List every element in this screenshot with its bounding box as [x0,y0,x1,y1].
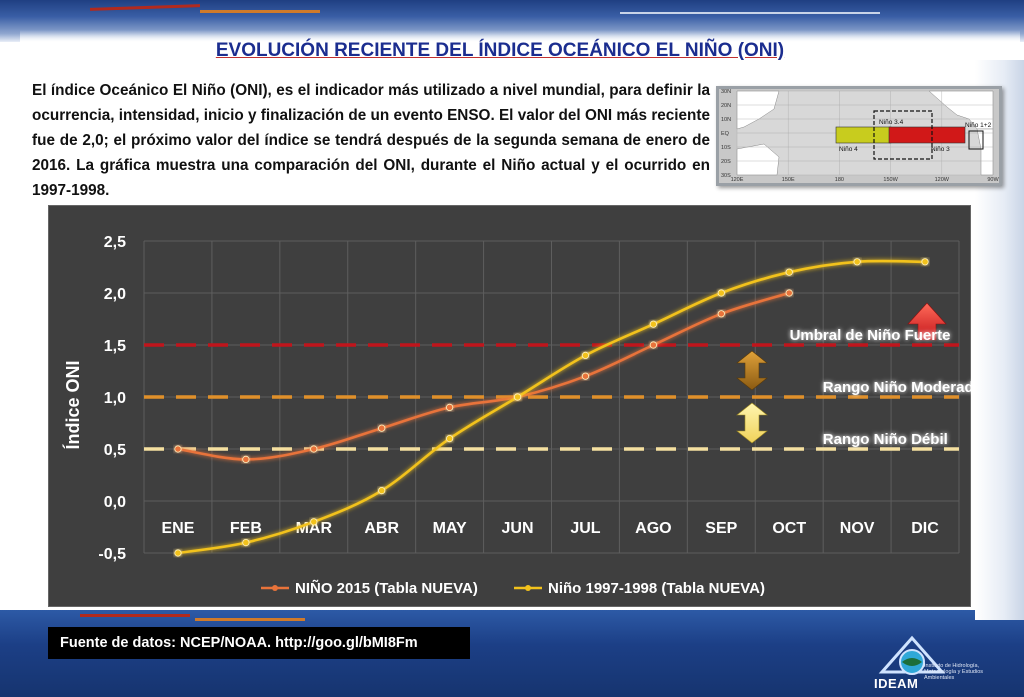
header-fade [20,30,1020,42]
map-lon-label: 90W [987,177,999,183]
data-point [242,538,250,547]
x-tick-label: OCT [772,520,806,537]
data-point [785,268,793,276]
oni-chart: 2,5 2,0 1,5 1,0 0,5 0,0 -0,5 ENE FEB MAR ABR MAY JU… [48,205,972,607]
footer-streak [195,618,305,621]
oni-chart-svg: 2,52,01,51,00,50,0-0,5 ENE FEB MAR ABR MAY JU… [62,234,972,597]
intro-paragraph: El índice Oceánico El Niño (ONI), es el … [32,82,710,199]
x-tick-label: NOV [840,520,875,537]
map-lon-label: 120E [731,177,744,183]
logo-wordmark: IDEAM [874,676,919,691]
data-point [174,445,182,453]
y-tick-label: -0,5 [98,546,126,563]
map-lon-labels: 120E 150E 180 150W 120W 90W [731,177,1000,183]
ideam-logo [878,635,946,675]
data-point [174,549,182,557]
footer-streak [80,614,190,617]
data-point [853,258,861,266]
legend-label: Niño 1997-1998 (Tabla NUEVA) [548,580,765,597]
x-tick-label: ABR [364,520,399,537]
nino12-label: Niño 1+2 [965,122,992,129]
weak-range-arrow [736,402,768,444]
map-lon-label: 180 [835,177,844,183]
map-lat-label: 10N [721,117,731,123]
header-band [0,0,1024,42]
data-point [446,403,454,411]
header-streak [620,12,880,14]
nino3-label: Niño 3 [931,146,950,153]
data-point [310,445,318,453]
strong-threshold-arrow [907,302,947,341]
data-source: Fuente de datos: NCEP/NOAA. http://goo.g… [48,627,470,659]
nino34-region [873,110,933,160]
legend-label: NIÑO 2015 (Tabla NUEVA) [295,579,478,597]
data-point [921,258,929,266]
y-tick-label: 2,5 [104,234,126,251]
data-point [581,372,590,380]
x-tick-label: DIC [911,520,939,537]
y-tick-label: 1,5 [104,338,126,355]
x-tick-label: ENE [162,520,195,537]
y-tick-label: 0,5 [104,442,126,459]
data-point [717,289,725,297]
data-point [446,435,454,443]
data-point [242,455,250,463]
data-point [310,518,318,526]
x-tick-label: FEB [230,520,262,537]
map-lon-label: 150E [782,177,795,183]
nino3-region [888,126,966,144]
map-lat-label: 30S [721,173,731,179]
header-streak [90,4,200,11]
series-line-2 [177,259,926,555]
nino4-region [835,126,892,144]
nino-regions-map: 30N 20N 10N EQ 10S 20S 30S 120E 150E 180 150W 120W… [716,86,1002,186]
data-point [649,341,657,349]
x-tick-label: MAY [433,520,467,537]
y-tick-label: 2,0 [104,286,126,303]
data-point [378,486,386,495]
legend-swatch-marker [525,585,531,591]
slide-title: EVOLUCIÓN RECIENTE DEL ÍNDICE OCEÁNICO E… [215,40,785,61]
data-point [785,289,793,297]
map-lon-label: 150W [883,177,898,183]
data-point [513,393,522,401]
map-lat-labels: 30N 20N 10N EQ 10S 20S 30S [721,89,731,179]
x-tick-label: SEP [705,520,737,537]
x-tick-label: AGO [635,520,671,537]
legend-swatch-marker [272,585,278,591]
series-line-1 [177,291,790,461]
logo-leaf-icon [902,658,922,666]
map-lon-label: 120W [935,177,950,183]
threshold-annotation: Rango Niño Débil [823,431,948,448]
nino-map-svg: 30N 20N 10N EQ 10S 20S 30S 120E 150E 180 150W 120W… [721,89,1000,183]
y-axis-label: Índice ONI [62,360,83,449]
data-point [649,320,657,328]
map-lat-label: 20N [721,103,731,109]
x-tick-label: JUL [570,520,600,537]
map-lat-label: 30N [721,89,731,95]
logo-subtitle: Instituto de Hidrología, Meteorología y … [924,663,984,681]
y-tick-label: 0,0 [104,494,126,511]
data-point [378,424,386,432]
threshold-annotation: Umbral de Niño Fuerte [790,327,951,344]
data-point [717,310,725,318]
nino34-label: Niño 3.4 [879,119,904,126]
threshold-annotation: Rango Niño Moderado [823,379,972,396]
map-lat-label: 10S [721,145,731,151]
map-lat-label: 20S [721,159,731,165]
nino4-label: Niño 4 [839,146,858,153]
header-streak [200,10,320,13]
y-tick-label: 1,0 [104,390,126,407]
data-point [581,351,590,359]
moderate-range-arrow [736,350,768,391]
x-tick-label: JUN [502,520,534,537]
nino12-region [968,130,984,150]
map-lat-label: EQ [721,131,730,137]
